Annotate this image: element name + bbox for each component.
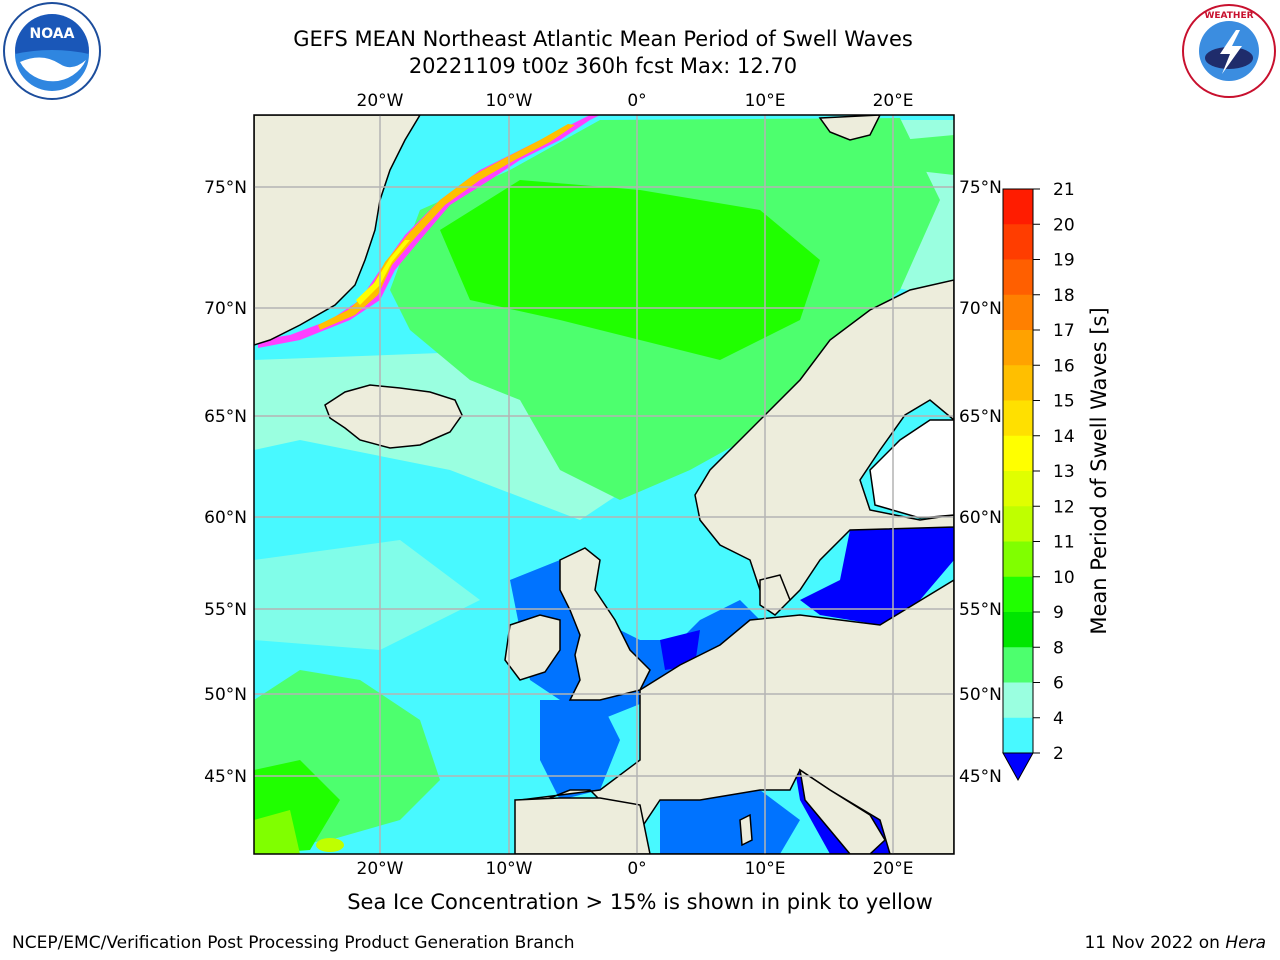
colorbar-tick-label: 10 bbox=[1053, 568, 1075, 588]
land-masses bbox=[254, 115, 954, 854]
colorbar-tick-label: 19 bbox=[1053, 251, 1075, 271]
footer-date: 11 Nov 2022 on Hera bbox=[1084, 933, 1266, 953]
swell-12s-regions bbox=[254, 810, 300, 854]
svg-text:WEATHER: WEATHER bbox=[1204, 11, 1253, 21]
colorbar-tick-label: 20 bbox=[1053, 215, 1075, 235]
lat-label: 65°N bbox=[959, 407, 1002, 427]
colorbar-segment bbox=[1003, 330, 1033, 366]
greenland bbox=[254, 115, 421, 346]
chart-subtitle: 20221109 t00z 360h fcst Max: 12.70 bbox=[408, 54, 798, 78]
europe bbox=[519, 579, 954, 854]
colorbar-segment bbox=[1003, 189, 1033, 225]
colorbar-tick-label: 14 bbox=[1053, 427, 1075, 447]
lon-label: 10°W bbox=[486, 859, 533, 879]
colorbar-label: Mean Period of Swell Waves [s] bbox=[1087, 307, 1111, 634]
lon-label: 0° bbox=[627, 91, 646, 111]
corsica bbox=[739, 813, 753, 847]
colorbar-segment bbox=[1003, 541, 1033, 578]
lat-label: 50°N bbox=[204, 685, 247, 705]
lon-label: 10°E bbox=[745, 859, 786, 879]
footer-credit: NCEP/EMC/Verification Post Processing Pr… bbox=[12, 933, 575, 953]
lat-label: 45°N bbox=[959, 767, 1002, 787]
noaa-logo: NOAA bbox=[3, 2, 101, 100]
lat-label: 70°N bbox=[204, 299, 247, 319]
colorbar-tick-label: 18 bbox=[1053, 286, 1075, 306]
graticule bbox=[254, 115, 954, 854]
map-frame bbox=[253, 114, 955, 855]
colorbar-tick-label: 4 bbox=[1053, 709, 1064, 729]
nws-logo: WEATHER bbox=[1182, 4, 1276, 98]
colorbar-segment bbox=[1003, 717, 1033, 754]
lat-label: 60°N bbox=[959, 508, 1002, 528]
lon-label: 20°E bbox=[873, 859, 914, 879]
lon-label: 20°W bbox=[357, 859, 404, 879]
colorbar-segment bbox=[1003, 294, 1033, 331]
colorbar-tick-label: 9 bbox=[1053, 603, 1064, 623]
ireland bbox=[504, 614, 561, 681]
lat-label: 45°N bbox=[204, 767, 247, 787]
colorbar-segment bbox=[1003, 647, 1033, 683]
lat-label: 75°N bbox=[204, 178, 247, 198]
colorbar-segment bbox=[1003, 224, 1033, 260]
colorbar-tick-label: 11 bbox=[1053, 533, 1075, 553]
colorbar-segment bbox=[1003, 612, 1033, 648]
lon-label: 20°W bbox=[357, 91, 404, 111]
colorbar-tick-label: 6 bbox=[1053, 674, 1064, 694]
swell-max-region bbox=[316, 838, 344, 852]
lat-label: 50°N bbox=[959, 685, 1002, 705]
lon-label: 10°W bbox=[486, 91, 533, 111]
lat-label: 65°N bbox=[204, 407, 247, 427]
colorbar-tick-label: 21 bbox=[1053, 180, 1075, 200]
great-britain bbox=[559, 547, 651, 701]
lat-label: 55°N bbox=[959, 600, 1002, 620]
colorbar-segment bbox=[1003, 365, 1033, 401]
colorbar-segment bbox=[1003, 400, 1033, 437]
iberia bbox=[514, 797, 651, 854]
lat-label: 60°N bbox=[204, 508, 247, 528]
svg-text:NOAA: NOAA bbox=[30, 26, 75, 42]
denmark bbox=[759, 574, 791, 616]
colorbar-tick-label: 2 bbox=[1053, 744, 1064, 764]
lon-labels-top: 20°W 10°W 0° 10°E 20°E bbox=[357, 91, 914, 111]
lon-label: 10°E bbox=[745, 91, 786, 111]
colorbar-segment bbox=[1003, 576, 1033, 613]
colorbar-tick-label: 12 bbox=[1053, 497, 1075, 517]
colorbar-segment bbox=[1003, 682, 1033, 719]
lat-labels-right: 75°N 70°N 65°N 60°N 55°N 50°N 45°N bbox=[959, 178, 1002, 787]
italy bbox=[798, 768, 886, 854]
lat-label: 70°N bbox=[959, 299, 1002, 319]
colorbar-extend-arrow bbox=[1002, 752, 1034, 782]
lon-label: 0° bbox=[627, 859, 646, 879]
colorbar-segment bbox=[1003, 259, 1033, 296]
lat-labels-left: 75°N 70°N 65°N 60°N 55°N 50°N 45°N bbox=[204, 178, 247, 787]
colorbar-tick-label: 13 bbox=[1053, 462, 1075, 482]
colorbar-segment bbox=[1003, 435, 1033, 472]
colorbar: 21 20 19 18 17 16 15 14 13 12 11 10 9 8 6 4 2 Mean Perio… bbox=[1002, 180, 1111, 782]
lat-label: 75°N bbox=[959, 178, 1002, 198]
colorbar-tick-label: 8 bbox=[1053, 638, 1064, 658]
lon-label: 20°E bbox=[873, 91, 914, 111]
footer-machine: Hera bbox=[1225, 933, 1266, 953]
sea-ice-caption: Sea Ice Concentration > 15% is shown in … bbox=[347, 890, 933, 914]
lon-labels-bottom: 20°W 10°W 0° 10°E 20°E bbox=[357, 859, 914, 879]
sea-ice-edge bbox=[258, 115, 600, 348]
lat-label: 55°N bbox=[204, 600, 247, 620]
footer-date-text: 11 Nov 2022 on bbox=[1084, 933, 1226, 953]
colorbar-segment bbox=[1003, 506, 1033, 542]
colorbar-tick-label: 16 bbox=[1053, 356, 1075, 376]
colorbar-tick-label: 15 bbox=[1053, 392, 1075, 412]
chart-title: GEFS MEAN Northeast Atlantic Mean Period… bbox=[293, 27, 913, 51]
colorbar-segment bbox=[1003, 471, 1033, 507]
colorbar-tick-label: 17 bbox=[1053, 321, 1075, 341]
